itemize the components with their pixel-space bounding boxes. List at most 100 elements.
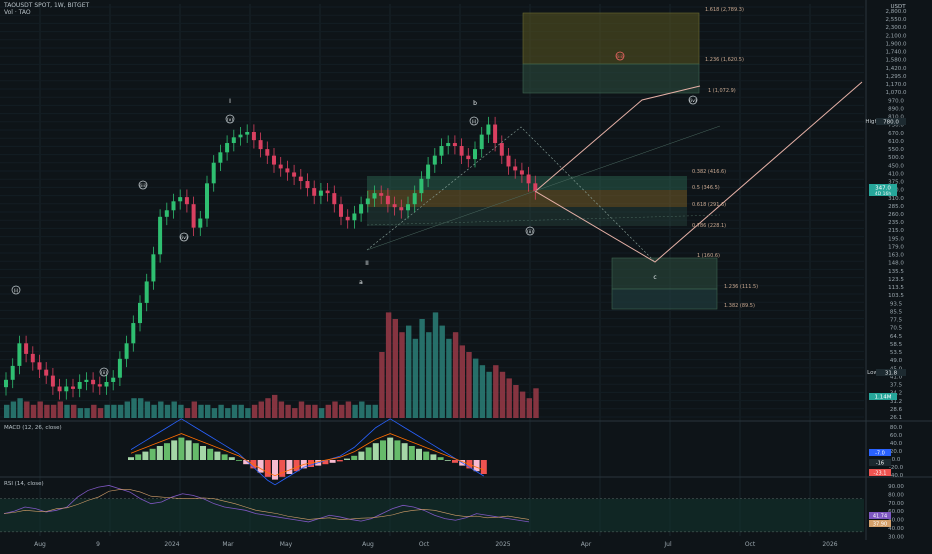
fib-level-label: 1 (1,072.9) [708,88,736,94]
wave-marker-circle [99,367,109,377]
wave-label: I [229,98,231,105]
volume-bar [318,408,325,418]
candle-body [97,384,102,387]
wave-marker-label: (ii) [101,370,107,376]
volume-bar [339,404,345,418]
macd-histogram-bar [264,460,271,477]
macd-histogram-bar [344,458,350,460]
macd-histogram-bar [207,448,214,460]
volume-bar [446,338,452,418]
volume-bar [352,404,358,418]
macd-histogram-bar [408,446,415,460]
time-axis-label: Mar [222,541,234,548]
price-tick-label: 31.2 [890,399,902,405]
candle-body [519,170,524,175]
rsi-tick-label: 90.00 [888,484,904,490]
time-axis-label: May [280,541,293,548]
macd-histogram-bar [423,451,430,460]
signal-badge [869,459,891,466]
price-tick-label: 28.6 [890,407,903,413]
volume-bar [278,401,285,418]
price-tick-label: 135.5 [888,269,904,275]
candle-body [84,379,89,382]
candle-body [392,204,397,208]
candle-body [506,155,511,167]
time-axis-label: Aug [34,541,46,548]
low-badge [876,369,906,376]
volume-bar [198,404,204,418]
price-tick-label: 810.0 [888,115,904,121]
volume-bar [178,404,184,418]
candle-body [184,197,189,205]
grid-lines [0,0,932,540]
candle-body [205,183,209,219]
time-axis-label: 2024 [164,541,179,548]
volume-bar [459,345,465,418]
volume-bar [486,371,492,418]
candle-body [164,210,169,217]
volume-label: Vol · TAO [4,9,31,16]
candle-body [50,375,55,387]
wave-label: a [359,279,363,286]
price-tick-label: 70.5 [890,326,903,332]
price-tick-label: 670.0 [888,131,904,137]
rsi-ma-line [3,489,530,520]
wave-overlay [366,81,863,263]
macd-histogram-bar [142,451,149,460]
volume-bar [17,398,23,418]
candle-body [439,146,444,156]
price-tick-label: 1,420.0 [886,66,907,72]
volume-bar [205,404,211,418]
price-tick-label: 103.5 [888,293,904,299]
candle-body [218,152,223,163]
time-axis-label: Oct [419,541,430,548]
candle-body [238,134,243,138]
candle-body [138,302,142,324]
candle-body [117,358,122,378]
volume-bar [71,404,77,418]
target-marker-circle [615,51,625,61]
candle-body [151,254,156,282]
candle-body [325,190,330,194]
fib-level-label: 0.786 (228.1) [692,223,726,229]
volume-bar [466,352,472,418]
last-price-countdown: 4D 16h [875,191,891,197]
candle-body [225,143,230,153]
time-axis-label: Jul [663,541,672,548]
price-tick-label: 148.0 [888,261,904,267]
macd-histogram-bar [473,460,480,472]
volume-bar [151,404,157,418]
candle-body [499,143,504,156]
volume-bar [171,401,177,418]
candle-body [339,204,343,217]
volume-bar [144,401,151,418]
macd-histogram-bar [430,454,437,460]
volume-bar [513,385,519,418]
candle-body [406,204,410,211]
price-tick-label: 410.0 [888,171,904,177]
candle-body [513,166,518,171]
macd-histogram-bar [228,457,235,460]
volume-bar [117,404,124,418]
price-tick-label: 2,100.0 [886,33,907,39]
volume-bar [526,398,532,418]
wave-marker-label: (i) [14,288,19,294]
rsi-ma-badge-value: 37.90 [873,522,887,528]
candle-body [124,343,129,359]
macd-tick-label: -20.0 [889,465,904,471]
candle-body [372,193,377,199]
signal-badge-value: -16 [876,461,884,467]
macd-histogram-bar [372,443,379,460]
macd-histogram-bar [437,457,444,460]
high-label: High [865,119,878,125]
fib-extension-box-upper [522,12,700,65]
candle-body [459,146,464,156]
rsi-tick-label: 70.00 [888,501,904,507]
macd-tick-label: 40.0 [890,441,903,447]
wave-marker-circle [225,114,235,124]
fib-extension-box-lower [522,63,700,94]
wave-label: c [653,274,656,281]
